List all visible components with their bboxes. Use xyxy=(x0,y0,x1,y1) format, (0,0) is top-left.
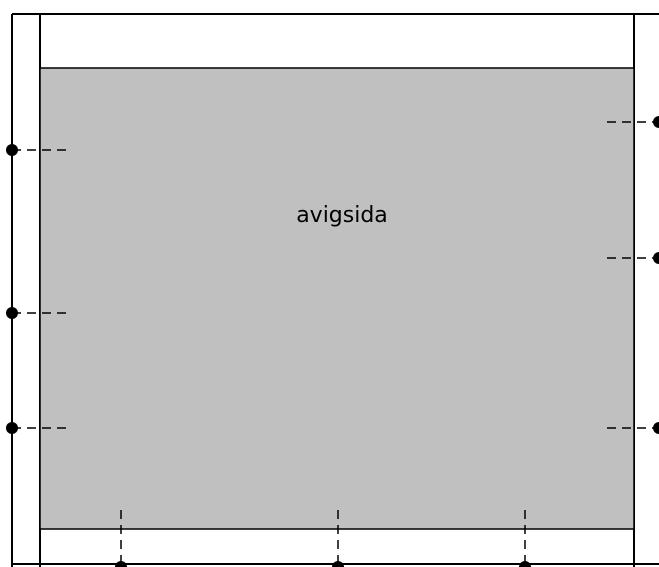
grey-panel xyxy=(39,67,635,530)
right-dots xyxy=(653,116,659,434)
bottom-dots xyxy=(115,561,531,567)
bottom-markers xyxy=(120,510,526,567)
bottom-dot-1 xyxy=(115,561,127,567)
left-dot-2 xyxy=(6,307,18,319)
left-dot-3 xyxy=(6,422,18,434)
bottom-dot-2 xyxy=(332,561,344,567)
left-dots xyxy=(6,144,18,434)
right-markers xyxy=(607,121,659,429)
right-dot-1 xyxy=(653,116,659,128)
bottom-dot-3 xyxy=(519,561,531,567)
left-dot-1 xyxy=(6,144,18,156)
right-dot-3 xyxy=(653,422,659,434)
left-markers xyxy=(12,149,70,429)
right-dot-2 xyxy=(653,252,659,264)
panel-label: avigsida xyxy=(296,203,388,228)
